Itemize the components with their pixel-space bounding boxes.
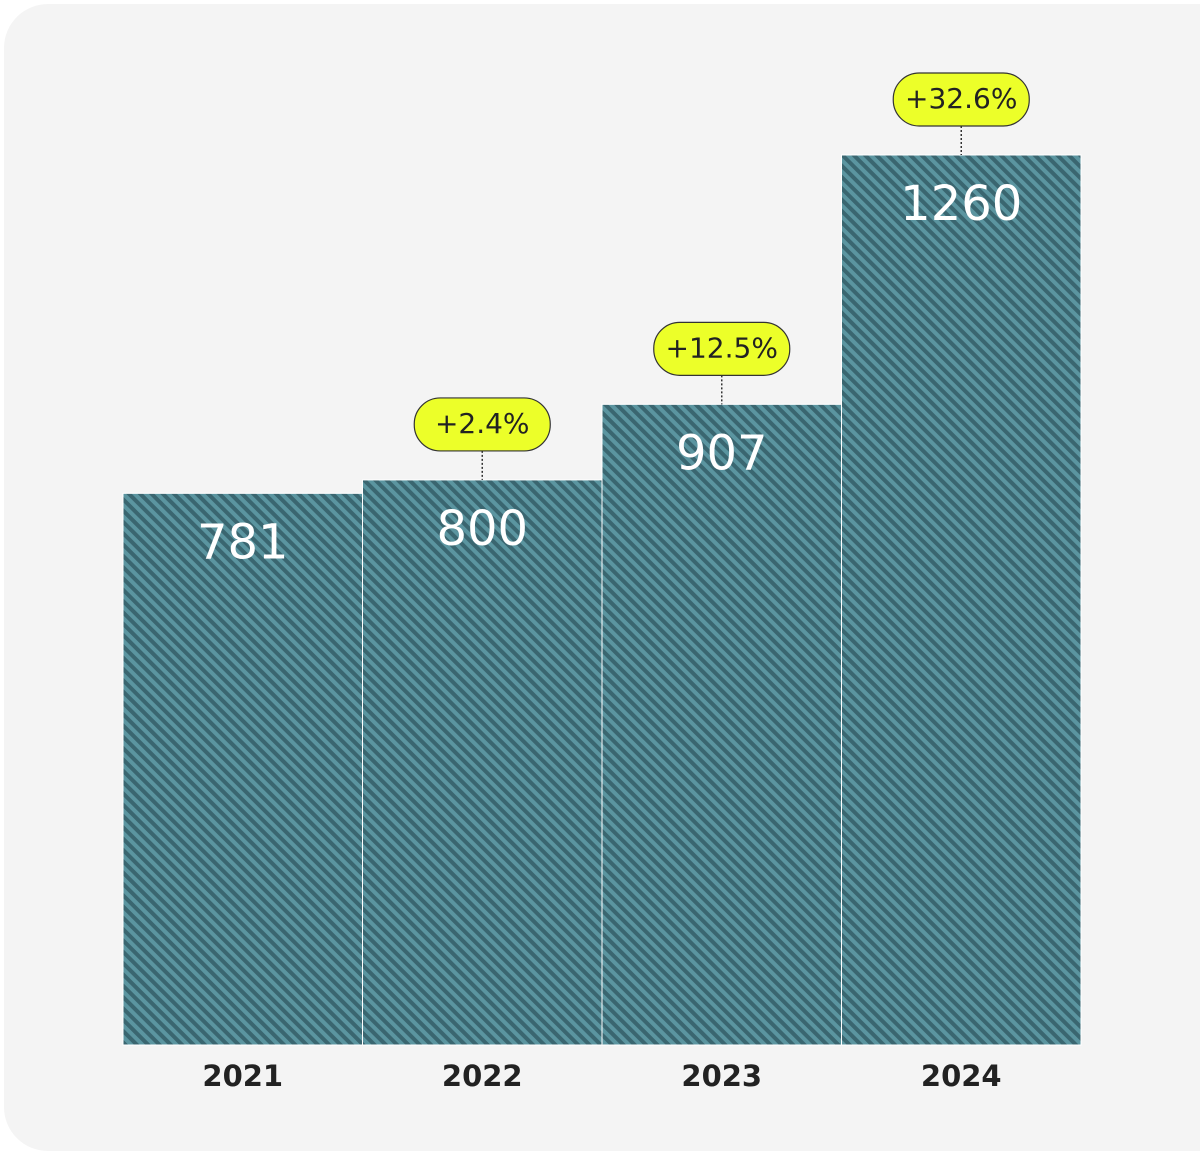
value-label: 907 xyxy=(676,425,768,481)
x-tick-label: 2022 xyxy=(442,1059,523,1093)
annotation-label: +12.5% xyxy=(666,331,778,364)
bar xyxy=(841,154,1082,1046)
bar xyxy=(601,403,842,1046)
x-tick-label: 2024 xyxy=(921,1059,1002,1093)
x-tick-label: 2021 xyxy=(202,1059,283,1093)
annotation-pill xyxy=(413,397,551,452)
annotation-label: +32.6% xyxy=(905,82,1017,115)
x-tick-label: 2023 xyxy=(681,1059,762,1093)
value-label: 800 xyxy=(436,501,528,557)
annotation-pill xyxy=(892,72,1030,127)
annotation-label: +2.4% xyxy=(435,407,530,440)
value-label: 781 xyxy=(197,514,289,570)
value-label: 1260 xyxy=(900,176,1022,232)
plot-area: 781 2021 800 2022 +2.4% 907 2023 +12.5% 1260 2024… xyxy=(122,72,1082,1093)
bar xyxy=(122,492,363,1046)
bar xyxy=(362,479,603,1046)
annotation-pill xyxy=(653,321,791,376)
